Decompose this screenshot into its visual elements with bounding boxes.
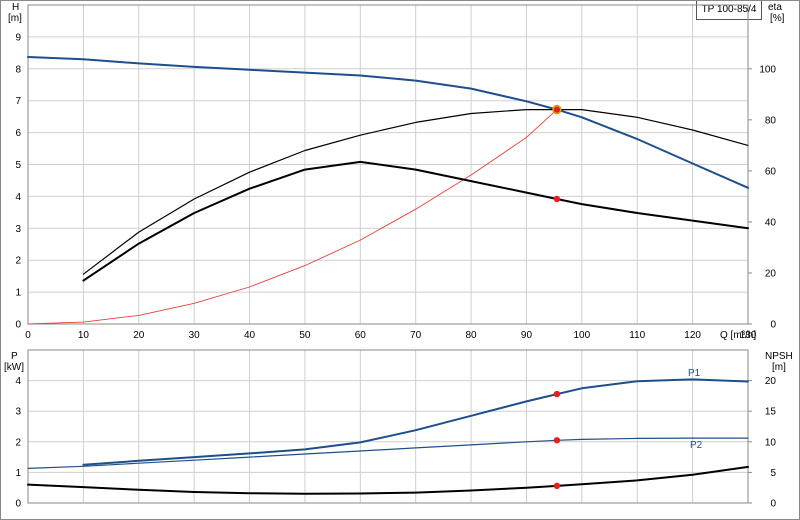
bottom-tick-labels: 0 1 2 3 4 0 5 10 15 20 (15, 376, 776, 509)
y-tick-label-right: 0 (770, 499, 776, 510)
y-tick-label-left: 2 (15, 256, 21, 267)
x-tick-label: 130 (740, 330, 757, 341)
x-tick-label: 90 (521, 330, 533, 341)
x-tick-label: 0 (25, 330, 31, 341)
y-tick-label-left: 5 (15, 160, 21, 171)
top-grid (27, 4, 752, 325)
y-tick-label-left: 0 (15, 499, 21, 510)
series-line (82, 109, 749, 275)
plot-frame (27, 4, 749, 325)
y-tick-label-left: 8 (15, 64, 21, 75)
series-label-p2: P2 (690, 440, 703, 451)
bottom-left-axis-title: P (11, 351, 18, 362)
x-tick-label: 120 (684, 330, 701, 341)
y-tick-label-left: 9 (15, 32, 21, 43)
x-tick-label: 50 (299, 330, 311, 341)
series-line (27, 109, 558, 325)
bottom-left-axis-unit: [kW] (4, 362, 24, 373)
series-line (82, 160, 749, 282)
y-tick-label-left: 4 (15, 192, 21, 203)
duty-point-marker (553, 482, 561, 490)
top-series (27, 56, 749, 325)
series-line (82, 378, 749, 466)
series-label-p1: P1 (688, 368, 701, 379)
duty-point-marker (553, 390, 561, 398)
duty-point-marker (553, 195, 561, 203)
bottom-markers (553, 390, 561, 490)
y-tick-label-right: 80 (765, 115, 777, 126)
y-tick-label-left: 0 (15, 320, 21, 331)
x-tick-label: 100 (574, 330, 591, 341)
series-line (27, 465, 749, 495)
y-tick-label-right: 100 (759, 64, 776, 75)
x-tick-label: 70 (410, 330, 422, 341)
x-tick-label: 110 (629, 330, 645, 341)
y-tick-label-right: 10 (765, 437, 777, 448)
top-markers (552, 104, 562, 203)
plot-frame (27, 349, 749, 504)
bottom-series (27, 378, 749, 495)
y-tick-label-left: 1 (15, 468, 21, 479)
x-axis-title: Q [m³/h] (720, 330, 756, 341)
y-tick-label-left: 7 (15, 96, 21, 107)
y-tick-label-left: 6 (15, 128, 21, 139)
x-tick-label: 30 (189, 330, 201, 341)
y-tick-label-left: 2 (15, 437, 21, 448)
y-tick-label-left: 1 (15, 288, 21, 299)
bottom-grid (27, 349, 752, 504)
series-line (27, 437, 749, 469)
x-tick-label: 10 (78, 330, 90, 341)
y-tick-label-right: 15 (765, 407, 777, 418)
y-tick-label-right: 20 (765, 376, 777, 387)
y-tick-label-left: 3 (15, 407, 21, 418)
y-tick-label-right: 0 (770, 320, 776, 331)
y-tick-label-right: 20 (765, 268, 777, 279)
bottom-right-axis-title: NPSH (765, 351, 793, 362)
duty-point-marker (553, 106, 561, 113)
y-tick-label-left: 3 (15, 224, 21, 235)
series-line (27, 56, 749, 189)
bottom-right-axis-unit: [m] (772, 362, 786, 373)
top-left-axis-title: H (12, 2, 19, 13)
duty-point-marker (553, 437, 561, 444)
x-tick-label: 20 (133, 330, 145, 341)
y-tick-label-right: 40 (765, 217, 777, 228)
top-right-axis-title: eta (768, 2, 782, 13)
x-tick-label: 40 (244, 330, 256, 341)
y-tick-label-right: 5 (770, 468, 776, 479)
top-right-axis-unit: [%] (770, 13, 785, 24)
y-tick-label-left: 4 (15, 376, 21, 387)
y-tick-label-right: 60 (765, 166, 777, 177)
x-tick-label: 60 (355, 330, 367, 341)
x-tick-label: 80 (466, 330, 478, 341)
top-left-axis-unit: [m] (8, 13, 22, 24)
